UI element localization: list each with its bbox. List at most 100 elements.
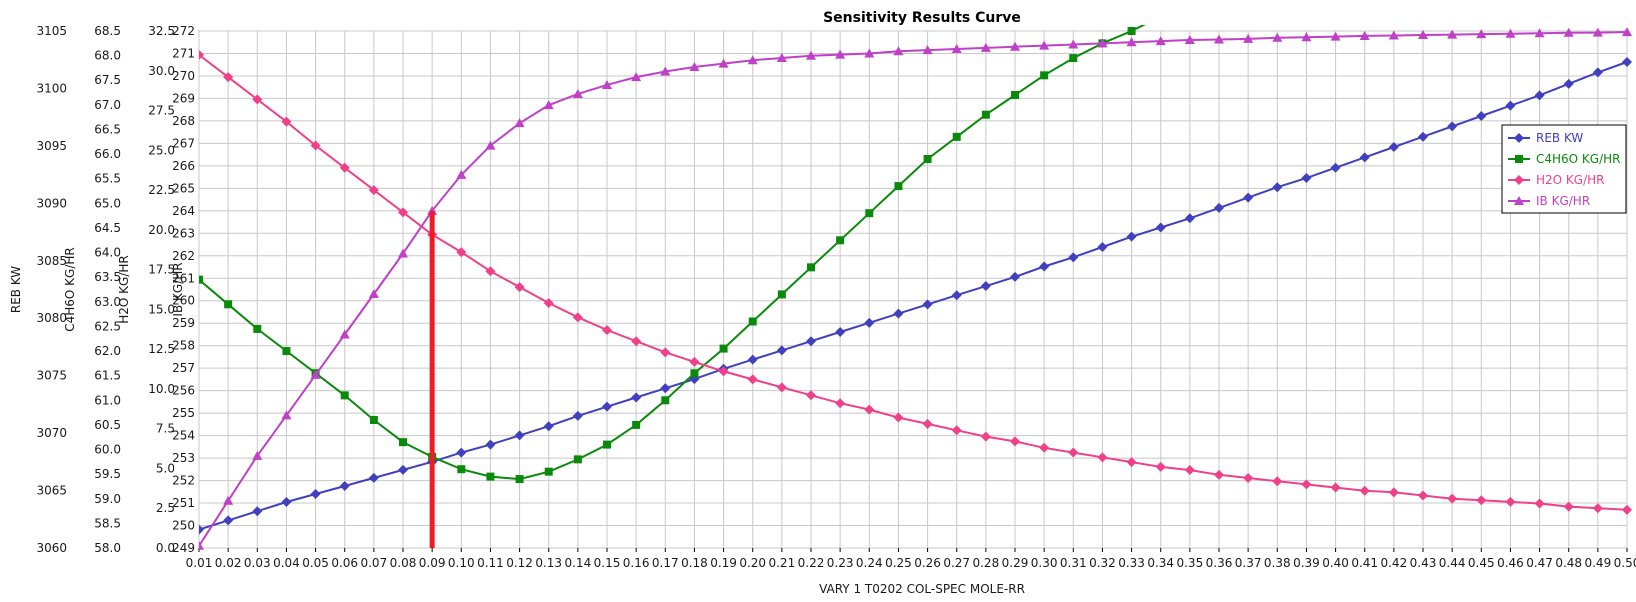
legend-item: IB KG/HR <box>1508 194 1590 208</box>
y-tick-label: 249 <box>172 541 195 555</box>
series-2 <box>199 49 1632 515</box>
data-point <box>1534 90 1545 101</box>
x-tick-label: 0.15 <box>594 556 621 570</box>
y-tick-label: 0.0 <box>156 541 175 555</box>
legend-label: IB KG/HR <box>1536 194 1590 208</box>
data-point <box>1011 91 1019 100</box>
x-tick-label: 0.08 <box>390 556 417 570</box>
x-tick-label: 0.47 <box>1526 556 1553 570</box>
data-point <box>1039 40 1050 50</box>
data-point <box>864 48 875 58</box>
x-tick-label: 0.31 <box>1060 556 1087 570</box>
y-tick-label: 60.0 <box>94 443 121 457</box>
data-point <box>1214 469 1224 480</box>
y-tick-label: 66.5 <box>94 122 121 136</box>
x-tick-label: 0.11 <box>477 556 504 570</box>
data-point <box>980 42 991 52</box>
data-point <box>1563 27 1574 37</box>
data-point <box>1534 28 1545 38</box>
data-point <box>1476 111 1487 122</box>
data-point <box>748 317 757 326</box>
y-tick-label: 59.0 <box>94 492 121 506</box>
y-tick-label: 3095 <box>36 139 67 153</box>
data-point <box>1184 213 1195 224</box>
data-point <box>776 52 787 62</box>
series-line <box>199 25 1146 481</box>
data-point <box>747 354 758 365</box>
x-tick-label: 0.30 <box>1031 556 1058 570</box>
data-point <box>864 317 875 328</box>
data-point <box>514 430 525 441</box>
data-point <box>368 185 379 196</box>
x-tick-label: 0.46 <box>1497 556 1524 570</box>
y-tick-label: 63.0 <box>94 295 121 309</box>
y-tick-label: 60.5 <box>94 418 121 432</box>
data-point <box>660 66 671 76</box>
data-point <box>399 438 407 447</box>
data-point <box>660 383 671 394</box>
data-point <box>1097 452 1108 463</box>
data-point <box>864 404 875 415</box>
x-tick-label: 0.35 <box>1176 556 1203 570</box>
x-tick-label: 0.45 <box>1468 556 1495 570</box>
y-axis-3: 249 250 251 252 253 254 255 256 257 258 259 260 261 2… <box>171 24 195 555</box>
y-tick-label: 20.0 <box>148 223 175 237</box>
data-point <box>1330 482 1341 493</box>
y-axis-label: REB KW <box>9 266 23 313</box>
data-point <box>1243 33 1254 43</box>
data-point <box>689 61 700 71</box>
y-tick-label: 59.5 <box>94 467 121 481</box>
data-point <box>807 263 815 272</box>
data-point <box>660 347 671 358</box>
x-tick-label: 0.06 <box>331 556 358 570</box>
y-tick-label: 61.5 <box>94 369 121 383</box>
data-point <box>310 489 321 500</box>
data-point <box>1068 447 1079 458</box>
data-point <box>281 116 292 127</box>
series-line <box>199 54 1628 511</box>
data-point <box>1476 495 1487 506</box>
data-point <box>1243 192 1254 203</box>
y-tick-label: 3080 <box>36 311 67 325</box>
data-point <box>1563 78 1574 89</box>
data-point <box>1097 241 1108 252</box>
y-tick-label: 271 <box>172 46 195 60</box>
y-axis-label: IB KG/HR <box>171 262 185 316</box>
data-point <box>1514 196 1524 205</box>
x-tick-label: 0.20 <box>739 556 766 570</box>
y-axis-label: C4H6O KG/HR <box>63 247 77 332</box>
x-tick-label: 0.24 <box>856 556 883 570</box>
data-point <box>747 374 758 385</box>
y-tick-label: 62.0 <box>94 344 121 358</box>
x-tick-label: 0.50 <box>1614 556 1636 570</box>
data-point <box>485 266 496 277</box>
x-tick-label: 0.21 <box>768 556 795 570</box>
data-point <box>1126 457 1137 468</box>
data-point <box>1476 29 1487 39</box>
data-point <box>456 447 467 458</box>
data-point <box>602 79 612 89</box>
data-point <box>1155 461 1166 472</box>
data-point <box>776 345 787 356</box>
data-point <box>718 366 729 377</box>
data-point <box>835 398 846 409</box>
y-axes: 3060 3065 3070 3075 3080 3085 3090 3095 3100 3105… <box>9 24 195 555</box>
data-point <box>1039 442 1050 453</box>
y-tick-label: 256 <box>172 384 195 398</box>
data-point <box>281 497 292 508</box>
data-point <box>980 431 991 442</box>
y-tick-label: 250 <box>172 519 195 533</box>
data-point <box>835 327 846 338</box>
data-point <box>1388 487 1399 498</box>
data-point <box>690 369 699 378</box>
data-point <box>456 169 467 179</box>
x-tick-label: 0.49 <box>1584 556 1611 570</box>
y-tick-label: 30.0 <box>148 64 175 78</box>
x-tick-label: 0.12 <box>506 556 533 570</box>
x-tick-label: 0.32 <box>1089 556 1116 570</box>
data-point <box>776 382 787 393</box>
data-point <box>543 298 554 309</box>
x-tick-label: 0.16 <box>623 556 650 570</box>
data-point <box>573 455 582 464</box>
data-point <box>718 58 729 68</box>
